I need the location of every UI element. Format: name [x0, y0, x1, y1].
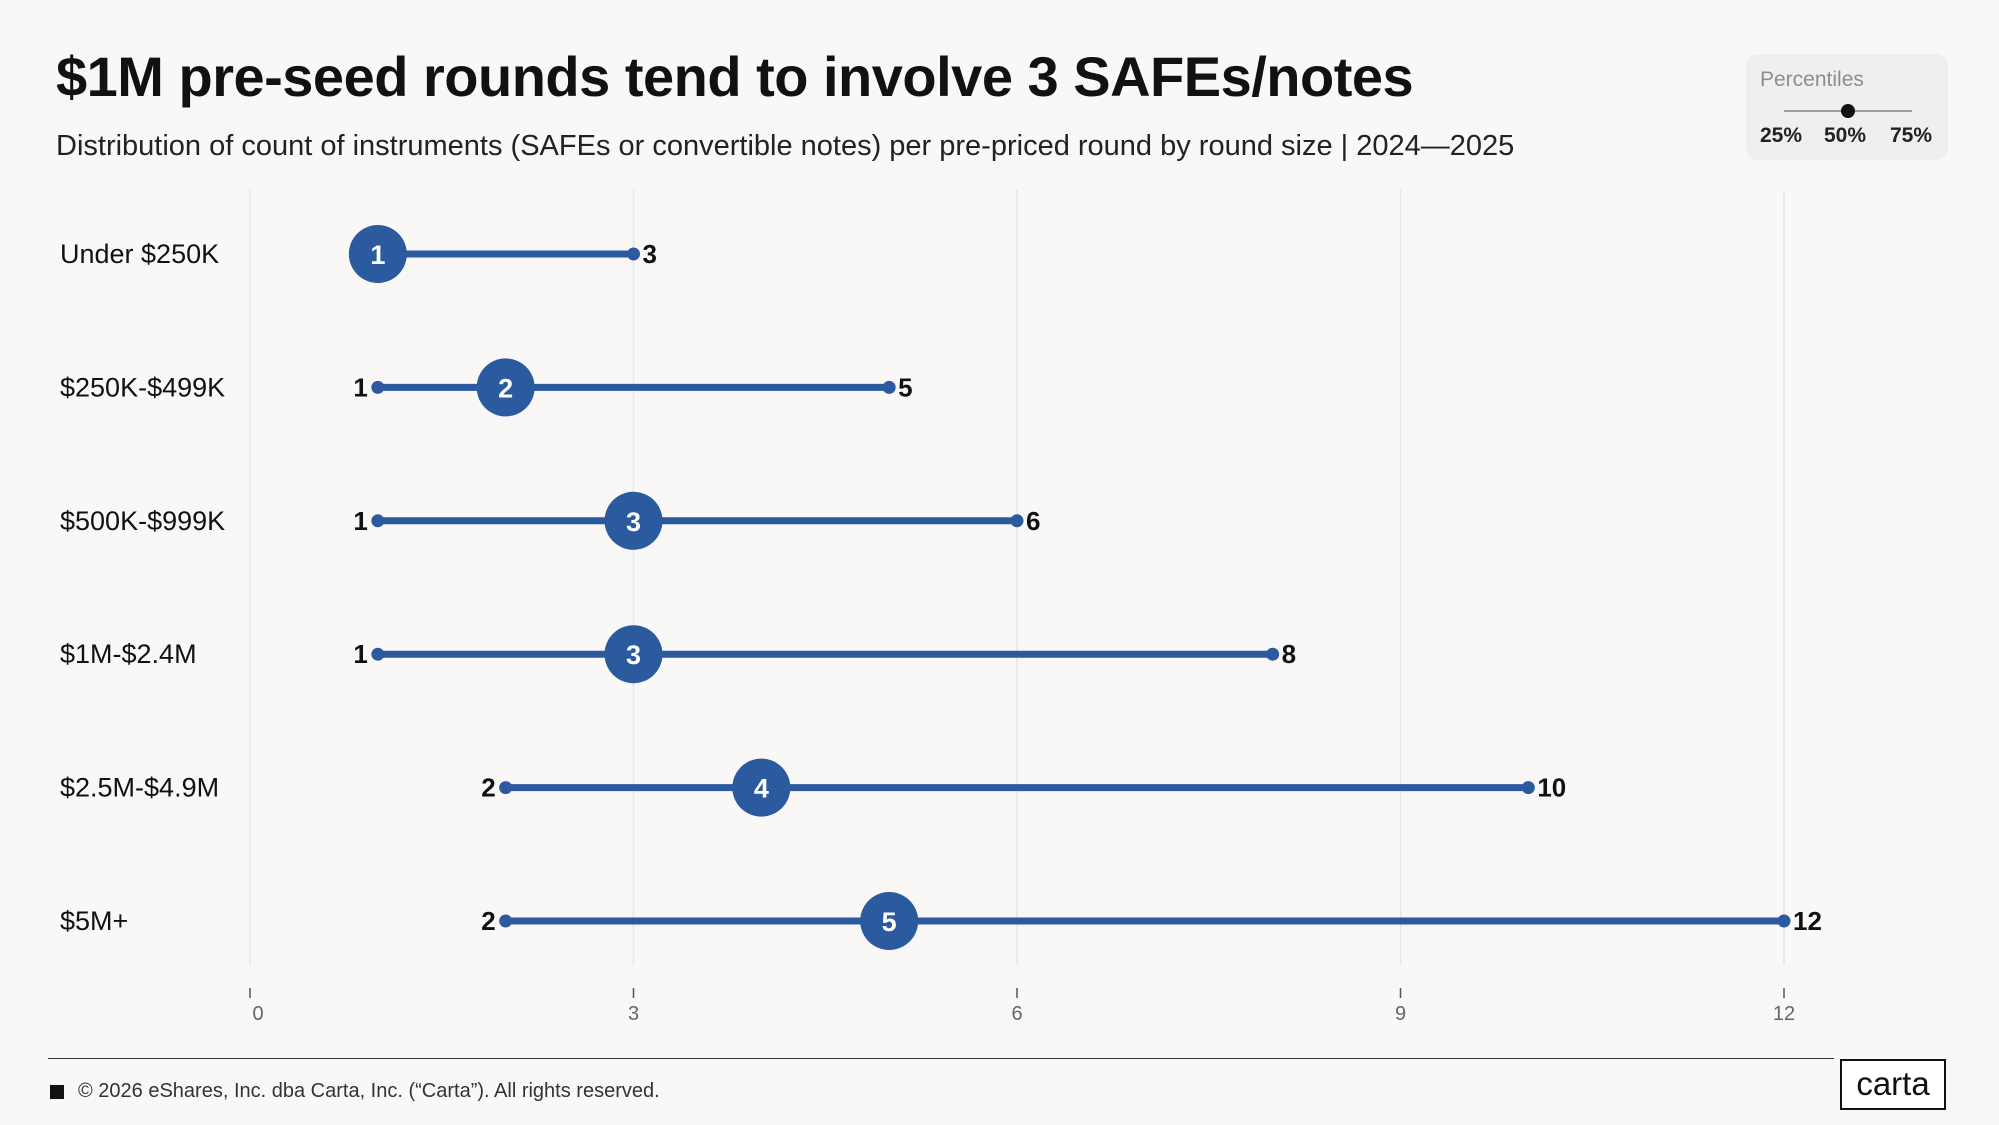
median-dot	[348, 225, 407, 283]
chart-title: $1M pre-seed rounds tend to involve 3 SA…	[56, 45, 1414, 108]
median-dot	[604, 491, 663, 550]
chart-subtitle: Distribution of count of instruments (SA…	[56, 130, 1515, 162]
median-label: 2	[498, 373, 513, 403]
carta-logo: carta	[1840, 1059, 1946, 1110]
category-label: Under $250K	[60, 239, 219, 269]
p75-dot	[1777, 914, 1791, 928]
legend-label-p50: 50%	[1824, 124, 1867, 147]
category-label: $1M-$2.4M	[60, 639, 197, 669]
median-dot	[476, 358, 535, 417]
median-label: 1	[370, 240, 385, 270]
x-tick-label-3: 3	[628, 1003, 639, 1025]
median-label: 3	[626, 640, 641, 670]
p75-dot	[1521, 781, 1535, 795]
median-dot	[732, 758, 791, 817]
p75-label: 3	[643, 239, 657, 269]
median-dot	[604, 625, 663, 684]
p75-dot	[1010, 514, 1024, 528]
p75-label: 12	[1793, 906, 1822, 936]
category-label: $5M+	[60, 906, 128, 936]
p75-label: 6	[1026, 506, 1040, 536]
legend-label-p75: 75%	[1890, 124, 1933, 147]
x-tick-label-0: 0	[252, 1003, 263, 1025]
p25-dot	[371, 647, 385, 661]
p75-label: 5	[898, 372, 912, 402]
legend-title: Percentiles	[1760, 68, 1864, 91]
category-label: $250K-$499K	[60, 372, 225, 402]
p25-label: 2	[481, 773, 495, 803]
x-tick-label-9: 9	[1395, 1003, 1406, 1025]
x-tick-label-6: 6	[1011, 1003, 1022, 1025]
p75-dot	[882, 380, 896, 394]
percentiles-legend: Percentiles 25% 50% 75%	[1746, 54, 1948, 160]
footer-divider	[48, 1058, 1834, 1059]
p25-dot	[371, 380, 385, 394]
p25-label: 2	[481, 906, 495, 936]
p25-label: 1	[353, 639, 367, 669]
legend-label-p25: 25%	[1760, 124, 1803, 147]
p25-dot	[499, 781, 513, 795]
legend-median-dot	[1841, 104, 1855, 118]
p25-label: 1	[353, 372, 367, 402]
p75-dot	[1266, 647, 1280, 661]
median-dot	[860, 892, 919, 950]
p75-dot	[627, 247, 640, 261]
median-label: 3	[626, 507, 641, 537]
median-label: 5	[882, 907, 897, 937]
median-label: 4	[754, 774, 769, 804]
p25-dot	[499, 914, 513, 928]
p75-label: 8	[1282, 639, 1296, 669]
footer-square-icon	[50, 1085, 64, 1099]
p75-label: 10	[1537, 773, 1566, 803]
x-tick-label-12: 12	[1773, 1003, 1795, 1025]
p25-dot	[371, 514, 385, 528]
category-label: $500K-$999K	[60, 506, 225, 536]
category-label: $2.5M-$4.9M	[60, 773, 219, 803]
p25-label: 1	[353, 506, 367, 536]
copyright-text: © 2026 eShares, Inc. dba Carta, Inc. (“C…	[78, 1080, 660, 1102]
